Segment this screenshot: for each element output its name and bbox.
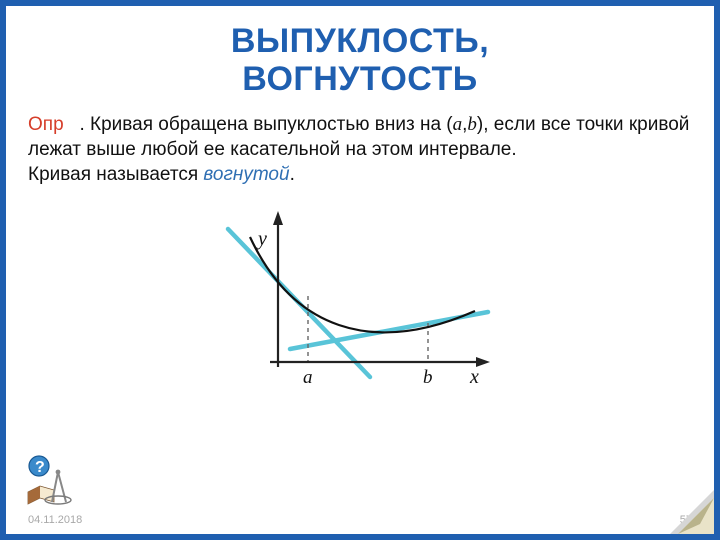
definition-paragraph: Опр . Кривая обращена выпуклостью вниз н… bbox=[28, 112, 692, 187]
compass-leg2-icon bbox=[58, 472, 66, 502]
convexity-chart: y x a b bbox=[220, 199, 500, 399]
y-axis-label: y bbox=[256, 228, 267, 250]
title-line2: ВОГНУТОСТЬ bbox=[242, 60, 477, 98]
title-line1: ВЫПУКЛОСТЬ, bbox=[231, 22, 489, 60]
slide-footer: 04.11.2018 57 bbox=[28, 514, 692, 526]
chart-container: y x a b bbox=[28, 199, 692, 399]
var-b: b bbox=[467, 114, 477, 135]
helper-icon-svg: ? bbox=[24, 452, 78, 506]
def-text-2a: Кривая называется bbox=[28, 164, 203, 185]
slide-frame: ВЫПУКЛОСТЬ, ВОГНУТОСТЬ Опр . Кривая обра… bbox=[0, 0, 720, 540]
compass-hinge-icon bbox=[56, 470, 61, 475]
qmark-icon: ? bbox=[35, 459, 45, 476]
concave-word: вогнутой bbox=[203, 164, 289, 185]
slide-title: ВЫПУКЛОСТЬ, ВОГНУТОСТЬ bbox=[28, 22, 692, 98]
var-a: a bbox=[453, 114, 463, 135]
page-corner-icon bbox=[670, 490, 714, 534]
opr-label: Опр bbox=[28, 114, 64, 135]
y-axis-arrow bbox=[273, 211, 283, 225]
b-label: b bbox=[423, 367, 433, 388]
slide-content: ВЫПУКЛОСТЬ, ВОГНУТОСТЬ Опр . Кривая обра… bbox=[6, 6, 714, 534]
x-axis-label: x bbox=[469, 366, 479, 388]
def-text-1a: Кривая обращена выпуклостью вниз на ( bbox=[85, 114, 453, 135]
def-text-2b: . bbox=[290, 164, 295, 185]
a-label: a bbox=[303, 367, 313, 388]
footer-date: 04.11.2018 bbox=[28, 514, 82, 526]
compass-leg1-icon bbox=[52, 472, 58, 502]
helper-icon: ? bbox=[24, 452, 78, 506]
